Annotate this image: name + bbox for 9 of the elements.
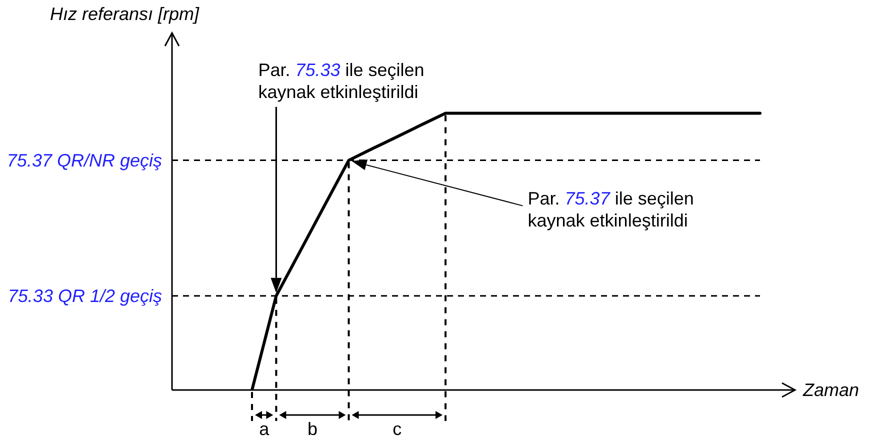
text: c — [392, 419, 402, 439]
text: Par. 75.33 ile seçilen kaynak etkinleştirildi — [258, 60, 424, 102]
ref-line-label: 75.37 QR/NR geçiş — [6, 150, 162, 170]
text: a — [259, 419, 270, 439]
text: Hız referansı [rpm] — [50, 4, 200, 24]
text: b — [307, 419, 318, 439]
text: Par. 75.37 ile seçilen kaynak etkinleştirildi — [528, 188, 694, 230]
ref-line-label: 75.33 QR 1/2 geçiş — [8, 286, 162, 306]
x-axis-title: Zaman — [802, 380, 860, 400]
